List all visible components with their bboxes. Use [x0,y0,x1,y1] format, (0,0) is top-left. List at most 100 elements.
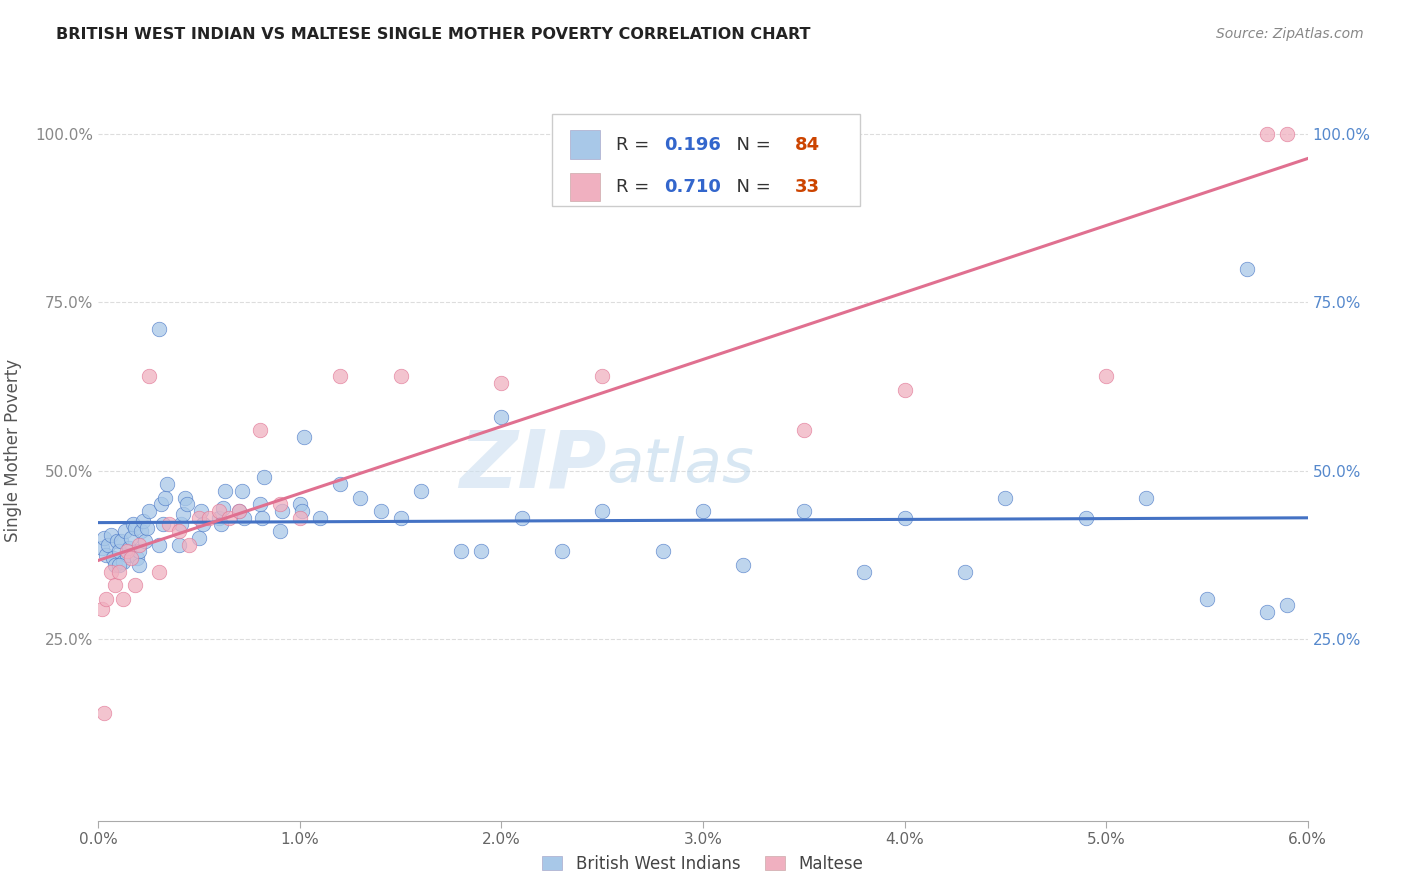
Point [291,504,314,518]
Point [793,423,815,437]
Point [651,544,673,558]
Point [153,491,176,505]
Point [121,517,143,532]
Legend: British West Indians, Maltese: British West Indians, Maltese [536,848,870,880]
Point [190,504,212,518]
Point [591,504,613,518]
Point [1256,605,1278,619]
Point [253,470,276,484]
Y-axis label: Single Mother Poverty: Single Mother Poverty [4,359,21,542]
Point [156,477,179,491]
Point [214,483,236,498]
Point [793,504,815,518]
Point [93,531,115,545]
Point [103,558,125,572]
Point [309,510,332,524]
Text: Source: ZipAtlas.com: Source: ZipAtlas.com [1216,27,1364,41]
Point [329,477,352,491]
Point [1195,591,1218,606]
Point [470,544,492,558]
Text: 0.196: 0.196 [664,136,721,153]
Point [100,527,122,541]
Point [111,554,134,569]
Bar [569,173,600,202]
Point [93,706,115,720]
Point [208,510,231,524]
Point [134,534,156,549]
Point [97,538,120,552]
Text: BRITISH WEST INDIAN VS MALTESE SINGLE MOTHER POVERTY CORRELATION CHART: BRITISH WEST INDIAN VS MALTESE SINGLE MO… [56,27,811,42]
Point [389,369,412,384]
Point [103,578,125,592]
Point [115,548,138,562]
Point [893,510,915,524]
Point [209,517,232,532]
Point [148,322,170,336]
Point [491,376,513,391]
Point [135,521,157,535]
Point [124,521,146,535]
Point [114,524,136,539]
Point [270,504,292,518]
Point [349,491,371,505]
Point [450,544,472,558]
Text: R =: R = [616,136,655,153]
Point [100,565,122,579]
Point [212,500,235,515]
Point [231,483,253,498]
Point [269,524,291,539]
Point [228,504,250,518]
Bar [569,130,600,159]
Point [1135,491,1157,505]
Point [994,491,1017,505]
Point [96,548,118,562]
Point [138,369,160,384]
Point [128,544,150,558]
Point [249,497,271,511]
Point [138,504,160,518]
Point [120,531,142,545]
Point [1074,510,1097,524]
Point [118,541,141,555]
Point [1277,127,1299,141]
Point [167,524,190,539]
Point [288,497,311,511]
Text: 33: 33 [794,178,820,196]
Point [893,383,915,397]
Point [269,497,291,511]
Point [170,517,193,532]
Point [692,504,714,518]
Point [329,369,352,384]
Point [179,538,201,552]
Point [218,510,240,524]
Point [250,510,273,524]
Text: 0.710: 0.710 [664,178,721,196]
Point [128,558,150,572]
Point [120,551,142,566]
Point [733,558,755,572]
Point [591,369,613,384]
Point [228,504,250,518]
Point [157,517,180,532]
Point [124,578,146,592]
FancyBboxPatch shape [551,113,860,206]
Point [193,517,215,532]
Point [370,504,392,518]
Point [692,127,714,141]
Point [148,565,170,579]
Point [853,565,876,579]
Text: atlas: atlas [606,436,754,495]
Point [208,504,231,518]
Point [148,538,170,552]
Point [115,544,138,558]
Point [101,551,124,566]
Point [96,591,118,606]
Point [107,558,129,572]
Point [1256,127,1278,141]
Point [129,524,152,539]
Point [91,541,114,555]
Point [551,544,574,558]
Point [491,409,513,424]
Point [105,534,128,549]
Point [389,510,412,524]
